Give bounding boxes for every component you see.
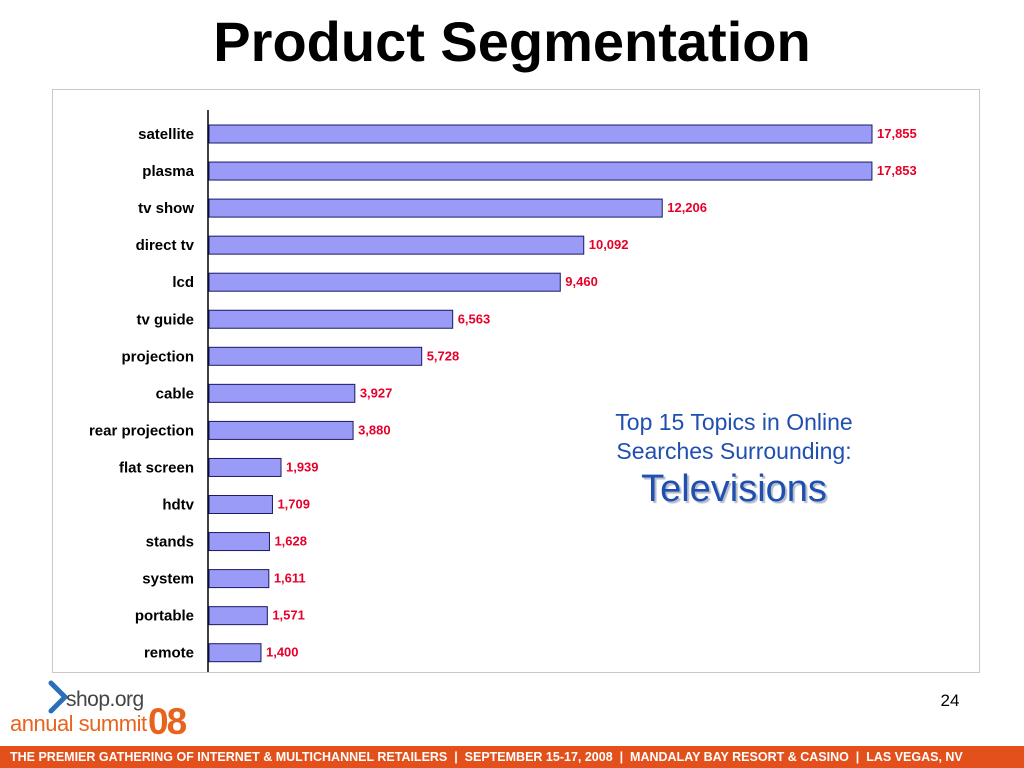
category-label: tv show <box>138 200 194 217</box>
bar-lcd <box>208 272 561 292</box>
value-label: 1,571 <box>272 608 305 623</box>
logo-event-name: annual summit <box>10 711 147 736</box>
bar-tv-show <box>208 198 663 218</box>
category-label: system <box>142 571 194 588</box>
bar-flat-screen <box>208 457 282 477</box>
footer-banner: THE PREMIER GATHERING OF INTERNET & MULT… <box>0 746 1024 768</box>
value-label: 17,853 <box>877 163 917 178</box>
category-label: portable <box>135 608 194 625</box>
category-label: tv guide <box>136 311 194 328</box>
value-label: 17,855 <box>877 126 917 141</box>
bar-system <box>208 569 270 589</box>
value-label: 12,206 <box>667 200 707 215</box>
caption-line-1: Top 15 Topics in Online <box>615 409 853 435</box>
value-label: 10,092 <box>589 237 629 252</box>
value-label: 1,400 <box>266 645 299 660</box>
bar-chart: satellite 17,855 plasma 17,853 tv show 12,206… <box>89 110 917 672</box>
category-label: stands <box>146 534 194 551</box>
category-label: hdtv <box>162 497 194 514</box>
value-label: 1,628 <box>274 534 307 549</box>
bar-direct-tv <box>208 235 585 255</box>
category-label: cable <box>156 385 194 402</box>
value-label: 1,939 <box>286 459 319 474</box>
bar-rear-projection <box>208 420 354 440</box>
page-number: 24 <box>940 691 960 710</box>
slide-title: Product Segmentation <box>213 10 811 73</box>
category-label: projection <box>121 348 194 365</box>
category-label: direct tv <box>136 237 195 254</box>
value-label: 3,927 <box>360 385 393 400</box>
category-label: flat screen <box>119 459 194 476</box>
category-label: rear projection <box>89 422 194 439</box>
footer-text: THE PREMIER GATHERING OF INTERNET & MULT… <box>10 750 963 764</box>
chart-caption: Top 15 Topics in Online Searches Surroun… <box>560 408 908 512</box>
category-label: remote <box>144 645 194 662</box>
category-label: plasma <box>142 163 194 180</box>
value-label: 6,563 <box>458 311 491 326</box>
value-label: 9,460 <box>565 274 598 289</box>
chart-frame: satellite 17,855 plasma 17,853 tv show 12,206… <box>52 89 980 673</box>
logo-site-name: shop.org <box>66 688 144 711</box>
bar-portable <box>208 606 268 626</box>
value-label: 1,709 <box>277 497 310 512</box>
bar-stands <box>208 532 270 552</box>
value-label: 1,611 <box>274 571 306 586</box>
category-label: lcd <box>172 274 194 291</box>
bar-hdtv <box>208 495 273 514</box>
chevron-right-icon <box>48 680 68 714</box>
bar-tv-guide <box>208 309 454 329</box>
caption-emphasis: Televisions <box>641 468 827 510</box>
value-label: 3,880 <box>358 422 391 437</box>
value-label: 5,728 <box>427 348 460 363</box>
bar-plasma <box>208 161 873 181</box>
bar-cable <box>208 383 356 403</box>
event-logo: shop.org annual summit 08 <box>8 680 208 742</box>
category-label: satellite <box>138 126 194 143</box>
bar-projection <box>208 346 423 366</box>
bar-remote <box>208 643 262 663</box>
bar-satellite <box>208 124 873 144</box>
logo-year: 08 <box>148 701 187 742</box>
caption-line-2: Searches Surrounding: <box>616 438 852 464</box>
